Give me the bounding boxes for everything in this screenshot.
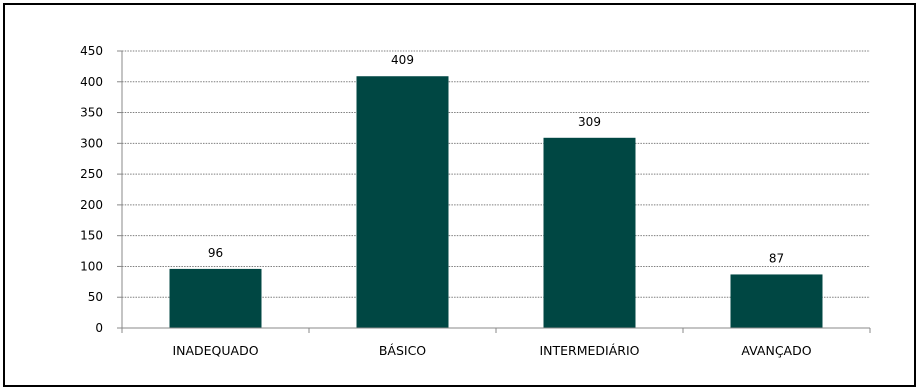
x-tick-label: INADEQUADO	[172, 343, 258, 358]
bar-intermediário	[543, 137, 636, 328]
y-tick-label: 300	[80, 136, 103, 150]
data-label: 96	[208, 246, 223, 260]
y-axis-ticks: 0 50 100 150 200 250 300 350 400 450	[80, 44, 122, 335]
x-tick-label: AVANÇADO	[741, 343, 811, 358]
y-tick-label: 250	[80, 167, 103, 181]
bar-avançado	[730, 274, 823, 328]
y-tick-label: 100	[80, 259, 103, 273]
data-label: 409	[391, 53, 414, 67]
y-tick-label: 350	[80, 106, 103, 120]
data-label: 309	[578, 115, 601, 129]
y-tick-label: 0	[95, 321, 103, 335]
data-labels: 96 409 309 87	[208, 53, 784, 265]
gridlines	[122, 50, 870, 298]
x-tick-label: INTERMEDIÁRIO	[539, 343, 639, 358]
y-tick-label: 450	[80, 44, 103, 58]
bar-básico	[356, 76, 449, 328]
bars	[169, 76, 823, 328]
y-tick-label: 200	[80, 198, 103, 212]
data-label: 87	[769, 251, 784, 265]
y-tick-label: 50	[88, 290, 103, 304]
x-axis-ticks: INADEQUADO BÁSICO INTERMEDIÁRIO AVANÇADO	[121, 328, 871, 358]
y-tick-label: 150	[80, 229, 103, 243]
x-tick-label: BÁSICO	[379, 343, 426, 358]
y-tick-label: 400	[80, 75, 103, 89]
bar-inadequado	[169, 268, 262, 328]
